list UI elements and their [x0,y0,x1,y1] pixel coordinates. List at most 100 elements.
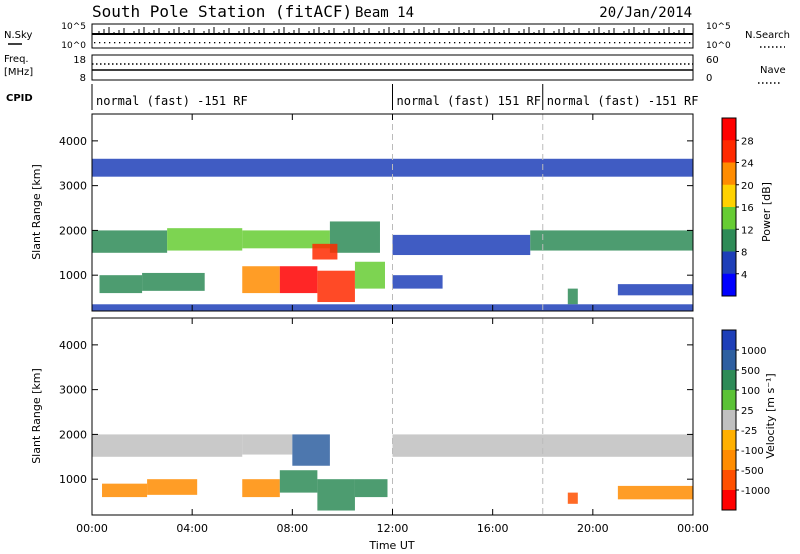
colorbar-tick-label: 25 [741,406,754,417]
nsearch-dot [664,42,666,44]
velocity-heatmap [92,434,693,511]
nsearch-dot [109,42,111,44]
nsearch-dot [419,42,421,44]
nsky-tick-top: 10^5 [61,22,86,32]
nsky-panel: N.Sky 10^5 10^0 N.Search 10^5 10^0 [4,22,790,51]
nave-label: Nave [760,65,786,76]
nsearch-dot [144,42,146,44]
colorbar-swatch [722,140,736,163]
power-x-ticks [91,114,694,311]
colorbar-swatch [722,390,736,411]
nsearch-dot [139,42,141,44]
nsearch-dot [514,42,516,44]
time-axis-title: Time UT [368,539,414,552]
nave-tick-top: 60 [706,55,719,66]
nsearch-dot [434,42,436,44]
nsearch-tick-bottom: 10^0 [706,41,731,51]
colorbar-tick-label: -100 [741,446,764,457]
y-tick-label: 4000 [59,339,87,352]
nsearch-dot [654,42,656,44]
nsearch-dot [544,42,546,44]
nsearch-dot [264,42,266,44]
velocity-x-ticks [91,318,694,515]
nsearch-dot [354,42,356,44]
nsearch-dot [364,42,366,44]
x-tick-label: 12:00 [377,522,409,535]
beam-label: Beam 14 [355,5,414,21]
nsearch-dot [634,42,636,44]
nsearch-dot [424,42,426,44]
nsearch-dot [384,42,386,44]
colorbar-tick-label: 8 [741,248,747,259]
nsearch-dots [94,42,691,44]
colorbar-tick-label: 20 [741,181,754,192]
power-panel: 1000 2000 3000 4000 Slant Range [km] 28 24 20… [30,113,773,312]
nsearch-dot [149,42,151,44]
x-tick-label: 20:00 [577,522,609,535]
colorbar-swatch [722,490,736,511]
heatmap-cell [392,275,443,289]
nsearch-dot [504,42,506,44]
nsearch-dot [294,42,296,44]
colorbar-tick-label: 12 [741,225,754,236]
nsearch-dot [329,42,331,44]
nsearch-dot [174,42,176,44]
nsearch-dot [414,42,416,44]
nsearch-dot [649,42,651,44]
nsearch-dot [574,42,576,44]
power-gridlines [392,114,544,311]
nsearch-dot [219,42,221,44]
nsearch-dot [159,42,161,44]
colorbar-tick-label: 4 [741,270,747,281]
freq-tick-top: 18 [73,55,86,66]
nsearch-dot [314,42,316,44]
nsearch-dot [559,42,561,44]
nsearch-dot [599,42,601,44]
nsearch-dot [594,42,596,44]
nsearch-dot [389,42,391,44]
nsearch-dot [199,42,201,44]
y-tick-label: 3000 [59,384,87,397]
x-tick-label: 16:00 [477,522,509,535]
x-tick-label: 00:00 [76,522,108,535]
heatmap-cell [242,266,280,294]
freq-label-line1: Freq. [4,54,29,65]
heatmap-cell [392,234,531,256]
nsearch-dot [519,42,521,44]
nsky-frame [91,23,694,49]
nsearch-dot [449,42,451,44]
colorbar-tick-label: -1000 [741,486,770,497]
nsearch-tick-top: 10^5 [706,22,731,32]
colorbar-swatch [722,162,736,186]
cpid-segment-label: normal (fast) -151 RF [547,94,699,108]
heatmap-cell [530,230,693,251]
nsearch-dot [284,42,286,44]
cpid-segments: normal (fast) -151 RF normal (fast) 151 R… [96,84,698,110]
velocity-gridlines [392,318,544,515]
y-tick-label: 3000 [59,180,87,193]
nsearch-dot [644,42,646,44]
nsearch-dot [564,42,566,44]
cpid-segment-label: normal (fast) 151 RF [397,94,542,108]
nsearch-dot [369,42,371,44]
power-ylabel: Slant Range [km] [30,164,43,260]
heatmap-cell [142,272,205,291]
y-tick-label: 4000 [59,135,87,148]
nsearch-dot [169,42,171,44]
freq-label-line2: [MHz] [4,67,33,78]
nave-tick-bottom: 0 [706,73,712,84]
power-colorbar-label: Power [dB] [760,182,773,242]
cpid-label: CPID [6,93,33,104]
nsearch-dot [114,42,116,44]
colorbar-swatch [722,251,736,275]
nsky-spikes [93,27,690,34]
nsearch-dot [309,42,311,44]
colorbar-swatch [722,370,736,391]
nsky-tick-bottom: 10^0 [61,41,86,51]
nsearch-dot [609,42,611,44]
x-tick-label: 04:00 [176,522,208,535]
time-axis-labels: 00:00 04:00 08:00 12:00 16:00 20:00 00:00 [76,522,709,535]
nsearch-dot [244,42,246,44]
colorbar-swatch [722,470,736,491]
colorbar-tick-label: -25 [741,426,757,437]
